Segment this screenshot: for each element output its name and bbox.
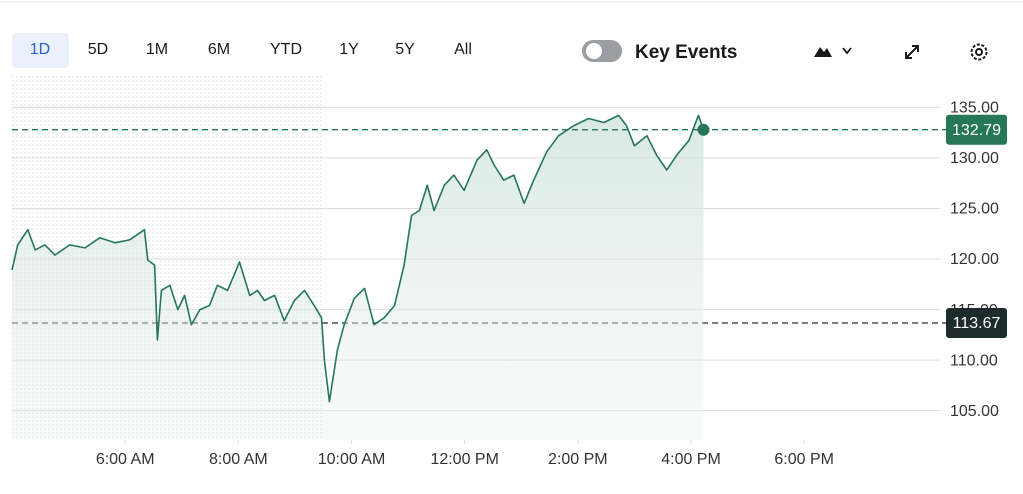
y-tick-label: 130.00 [950, 150, 999, 167]
x-tick-label: 6:00 PM [774, 451, 834, 468]
range-button[interactable]: 6M [208, 41, 230, 58]
range-button[interactable]: YTD [270, 41, 302, 58]
range-button[interactable]: 5Y [395, 41, 415, 58]
range-button[interactable]: 1M [146, 41, 168, 58]
range-button[interactable]: All [454, 41, 472, 58]
previous-close-box [946, 308, 1007, 339]
x-tick-label: 10:00 AM [318, 451, 386, 468]
previous-close-label: 113.67 [953, 315, 1001, 332]
toggle-label[interactable]: Key Events [635, 42, 737, 63]
x-tick-label: 12:00 PM [430, 451, 498, 468]
current-price-label: 132.79 [952, 122, 1001, 139]
y-tick-label: 125.00 [950, 201, 999, 218]
chart-type-button[interactable] [814, 47, 852, 57]
range-button[interactable]: 5D [88, 41, 108, 58]
x-tick-label: 8:00 AM [209, 451, 268, 468]
active-range-bg [12, 33, 69, 68]
price-line [11, 114, 705, 403]
toolbar: 1D 5D 1M 6M YTD 1Y 5Y All [30, 41, 472, 58]
x-tick-label: 2:00 PM [548, 451, 608, 468]
chart: 105.00110.00115.00120.00125.00130.00135.… [11, 100, 1007, 468]
x-tick-label: 6:00 AM [96, 451, 155, 468]
y-tick-label: 105.00 [950, 403, 999, 420]
y-tick-label: 110.00 [950, 352, 998, 369]
y-tick-label: 120.00 [950, 251, 999, 268]
current-price-box [946, 114, 1007, 145]
range-button[interactable]: 1Y [339, 41, 359, 58]
x-tick-label: 4:00 PM [661, 451, 721, 468]
fullscreen-button[interactable] [905, 45, 919, 59]
settings-button[interactable] [970, 43, 988, 61]
area [12, 115, 704, 441]
range-button[interactable]: 1D [30, 41, 50, 58]
y-tick-label: 135.00 [950, 100, 999, 117]
toggle-knob [586, 43, 602, 59]
